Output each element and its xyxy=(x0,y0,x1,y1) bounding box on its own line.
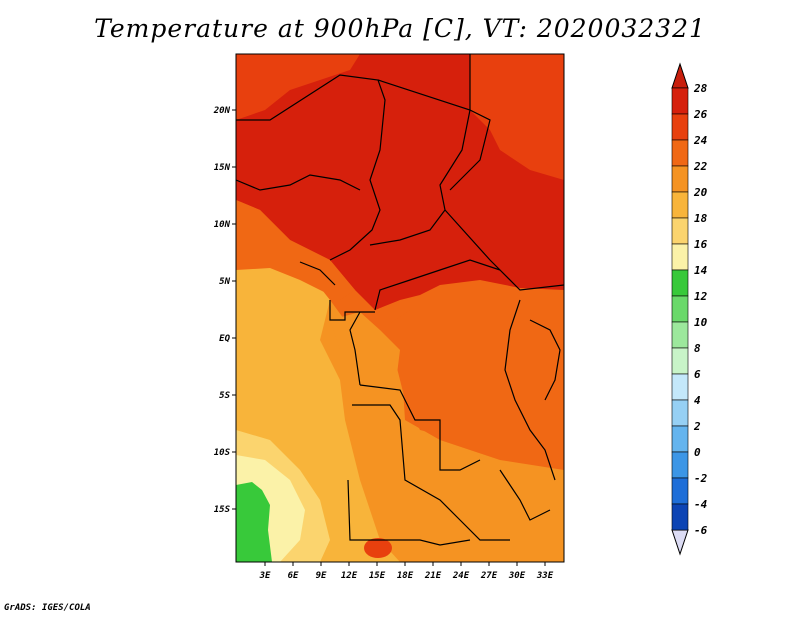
colorbar-label: 4 xyxy=(694,394,701,407)
colorbar-bin xyxy=(671,399,689,427)
longitude-axis: 3E 6E 9E 12E 15E 18E 21E 24E 27E 30E 33E xyxy=(259,571,554,581)
lat-label-5n: 5N xyxy=(219,277,230,287)
colorbar-label: 2 xyxy=(693,420,701,433)
lon-label-33e: 33E xyxy=(536,571,554,581)
colorbar-label: -6 xyxy=(694,524,708,537)
colorbar-label: 0 xyxy=(694,446,701,459)
lon-label-18e: 18E xyxy=(397,571,414,581)
lon-label-21e: 21E xyxy=(424,571,442,581)
colorbar-label: 24 xyxy=(693,134,708,147)
colorbar-bin xyxy=(671,451,689,479)
lat-label-5s: 5S xyxy=(219,391,230,401)
colorbar-bin xyxy=(671,165,689,193)
country-borders xyxy=(236,54,564,546)
colorbar-label: 26 xyxy=(693,108,708,121)
lon-label-12e: 12E xyxy=(341,571,358,581)
latitude-axis: 20N 15N 10N 5N EQ 5S 10S 15S xyxy=(213,106,231,515)
lat-label-10s: 10S xyxy=(214,448,231,458)
colorbar-label: 16 xyxy=(694,238,708,251)
lat-label-10n: 10N xyxy=(214,220,231,230)
colorbar-bin xyxy=(671,477,689,505)
grads-credit: GrADS: IGES/COLA xyxy=(4,603,91,613)
colorbar-bin xyxy=(671,503,689,531)
colorbar-label: -2 xyxy=(694,472,708,485)
colorbar-bin xyxy=(671,139,689,167)
colorbar-top-arrow xyxy=(671,62,689,89)
colorbar-label: 12 xyxy=(694,290,708,303)
lon-label-3e: 3E xyxy=(259,571,271,581)
colorbar-label: 22 xyxy=(693,160,708,173)
lon-label-6e: 6E xyxy=(288,571,299,581)
colorbar-bin xyxy=(671,269,689,297)
colorbar-label: 6 xyxy=(694,368,701,381)
colorbar-bin xyxy=(671,217,689,245)
lon-label-24e: 24E xyxy=(452,571,470,581)
lon-label-30e: 30E xyxy=(508,571,526,581)
colorbar-label: 18 xyxy=(694,212,708,225)
latitude-ticks xyxy=(232,109,236,510)
colorbar-bin xyxy=(671,321,689,349)
colorbar-label: -4 xyxy=(694,498,708,511)
lat-label-15s: 15S xyxy=(214,505,231,515)
colorbar-bin xyxy=(671,425,689,453)
longitude-ticks xyxy=(264,562,546,566)
colorbar-bin xyxy=(671,243,689,271)
colorbar-bin xyxy=(671,347,689,375)
colorbar-bin xyxy=(671,191,689,219)
lat-label-eq: EQ xyxy=(219,334,230,344)
colorbar-bottom-arrow xyxy=(671,529,689,556)
lat-label-20n: 20N xyxy=(213,106,231,116)
colorbar-bin xyxy=(671,87,689,115)
lon-label-9e: 9E xyxy=(316,571,327,581)
lat-label-15n: 15N xyxy=(214,163,231,173)
map-title: Temperature at 900hPa [C], VT: 202003232… xyxy=(94,14,706,43)
colorbar-label: 20 xyxy=(693,186,708,199)
colorbar-label: 8 xyxy=(694,342,701,355)
map-frame xyxy=(235,53,565,563)
lon-label-15e: 15E xyxy=(369,571,386,581)
colorbar-label: 14 xyxy=(694,264,708,277)
lon-label-27e: 27E xyxy=(480,571,498,581)
colorbar-bin xyxy=(671,373,689,401)
colorbar-bin xyxy=(671,295,689,323)
colorbar-label: 28 xyxy=(693,82,708,95)
temperature-field xyxy=(236,54,564,562)
colorbar-bin xyxy=(671,113,689,141)
colorbar-label: 10 xyxy=(694,316,708,329)
